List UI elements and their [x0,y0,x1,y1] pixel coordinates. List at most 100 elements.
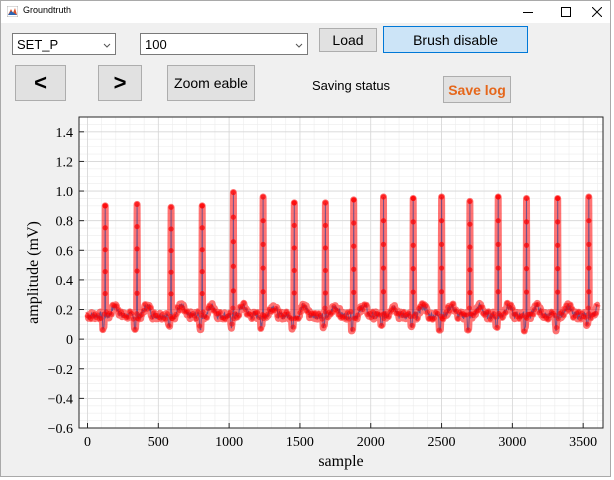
r-peak-point [438,218,445,224]
y-tick-label: 0.8 [56,215,74,230]
y-axis-label: amplitude (mV) [25,221,42,324]
signal-point [108,311,114,317]
r-peak-point [438,265,445,271]
r-peak-point [467,244,473,250]
maximize-button[interactable] [551,1,581,23]
y-tick-label: −0.6 [48,422,73,437]
next-button[interactable]: > [98,65,142,101]
close-icon [592,7,602,17]
signal-point [521,328,527,334]
signal-point [414,315,420,322]
signal-point [249,315,255,321]
y-tick-label: −0.2 [48,363,73,378]
signal-point [227,309,233,316]
r-peak-point [230,263,236,269]
r-peak-point [467,198,473,205]
y-tick-label: 0.6 [56,244,74,259]
load-button[interactable]: Load [319,28,377,52]
signal-point [273,305,279,312]
value-select-value: 100 [145,36,167,52]
r-peak-point [291,200,297,206]
r-peak-point [102,290,108,297]
signal-point [412,311,419,317]
signal-point [553,324,560,331]
signal-point [423,303,429,309]
signal-point [321,323,327,329]
signal-point [530,311,536,317]
previous-button[interactable]: < [15,65,66,101]
signal-point [424,309,430,315]
signal-point [594,301,600,307]
signal-point [441,313,447,320]
r-peak-point [586,241,592,247]
signal-point [409,322,415,329]
r-peak-point [495,194,501,200]
r-peak-point [555,195,561,202]
set-select[interactable]: SET_P [12,33,116,55]
signal-point [555,315,561,322]
x-tick-label: 2000 [357,435,385,450]
signal-point [319,316,325,322]
r-peak-point [586,289,592,295]
signal-point [479,304,485,310]
signal-point [363,302,369,308]
brush-toggle-button[interactable]: Brush disable [383,26,528,53]
signal-point [147,305,153,311]
signal-point [193,316,199,322]
r-peak-point [523,242,530,248]
signal-point [552,312,558,318]
r-peak-point [260,241,266,247]
signal-point [100,326,106,333]
r-peak-point [351,220,357,226]
r-peak-point [351,266,357,272]
r-peak-point [102,203,108,209]
signal-point [290,324,296,330]
r-peak-point [199,269,205,275]
r-peak-point [555,242,561,248]
signal-point [295,315,301,321]
y-tick-label: 1.4 [56,126,74,141]
set-select-value: SET_P [17,36,59,52]
r-peak-point [322,267,329,274]
r-peak-point [438,194,445,200]
r-peak-point [495,241,501,247]
r-peak-point [351,197,357,203]
signal-point [217,309,223,316]
signal-series [84,189,601,335]
r-peak-point [351,289,357,295]
r-peak-point [291,290,297,296]
value-select[interactable]: 100 [140,33,308,55]
y-tick-label: 1.2 [56,155,74,170]
r-peak-point [495,218,501,224]
signal-point [535,301,541,308]
close-button[interactable] [582,1,610,23]
chevron-down-icon [295,43,303,48]
r-peak-point [291,222,297,229]
x-tick-label: 0 [84,435,91,450]
title-bar: Groundtruth [1,1,610,23]
signal-point [197,323,203,329]
signal-point [241,300,247,306]
save-log-button[interactable]: Save log [443,76,511,103]
signal-point [585,305,592,311]
r-peak-point [134,246,140,252]
zoom-button[interactable]: Zoom eable [167,65,255,101]
signal-point [195,309,201,315]
r-peak-point [260,194,266,200]
r-peak-point [380,265,387,271]
r-peak-point [199,203,205,209]
minimize-button[interactable] [513,1,543,23]
signal-point [531,307,538,313]
r-peak-point [291,245,297,251]
window-title: Groundtruth [23,5,72,15]
signal-point [236,312,242,318]
x-tick-label: 3500 [569,435,597,450]
signal-point [466,305,473,311]
signal-point [494,324,500,330]
signal-point [258,325,264,332]
r-peak-point [523,219,530,225]
signal-point [436,327,442,333]
x-tick-label: 3000 [498,435,526,450]
r-peak-point [322,222,329,229]
